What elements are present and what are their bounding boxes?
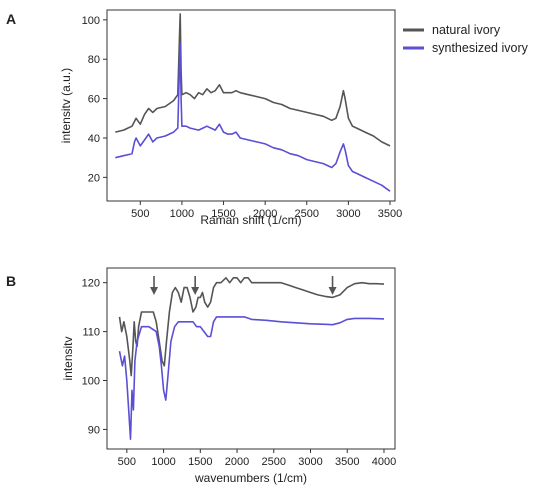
legend-item-synthesized-ivory: synthesized ivory [403, 41, 529, 55]
chart-legend: natural ivory synthesized ivory [403, 23, 529, 55]
chart-b-y-tick-label: 110 [82, 327, 100, 339]
chart-b-arrow-head [150, 287, 159, 295]
chart-b-y-tick-label: 100 [82, 376, 100, 388]
chart-b-x-tick-label: 3500 [335, 456, 359, 468]
chart-b-arrow-head [191, 287, 200, 295]
chart-b-x-tick-label: 2000 [225, 456, 249, 468]
chart-a-x-tick-label: 500 [131, 208, 149, 220]
chart-a-y-tick-label: 40 [88, 133, 100, 145]
chart-b-x-tick-label: 500 [118, 456, 136, 468]
chart-b-x-tick-label: 3000 [298, 456, 322, 468]
chart-a-series-natural-ivory [115, 13, 391, 147]
panel-label-b: B [6, 273, 16, 289]
chart-a-series-synthesized-ivory [115, 42, 391, 192]
chart-b-arrow-head [328, 287, 337, 295]
legend-label-synthesized-ivory: synthesized ivory [432, 41, 529, 55]
chart-b-series-natural-ivory [118, 277, 385, 377]
chart-a-y-tick-label: 20 [88, 172, 100, 184]
chart-a-y-tick-label: 60 [88, 94, 100, 106]
panel-label-a: A [6, 11, 16, 27]
chart-a-x-tick-label: 2000 [253, 208, 277, 220]
chart-b-series-synthesized-ivory [118, 316, 385, 440]
chart-a-y-tick-label: 80 [88, 54, 100, 66]
legend-label-natural-ivory: natural ivory [432, 23, 501, 37]
chart-a-y-axis-label: intensitv (a.u.) [59, 68, 73, 143]
legend-item-natural-ivory: natural ivory [403, 23, 501, 37]
chart-a-x-tick-label: 1500 [211, 208, 235, 220]
chart-b-x-tick-label: 2500 [262, 456, 286, 468]
chart-b-y-tick-label: 120 [82, 278, 100, 290]
chart-a-x-axis-label: Raman shift (1/cm) [200, 213, 301, 227]
chart-a-x-tick-label: 1000 [170, 208, 194, 220]
chart-b-y-axis-label: intensitv [61, 336, 75, 380]
chart-b-y-tick-label: 90 [88, 424, 100, 436]
ftir-chart: 500 1000 1500 2000 2500 3000 3500 4000 90 100 110 1… [61, 267, 396, 485]
chart-a-x-tick-label: 2500 [295, 208, 319, 220]
chart-a-x-tick-label: 3500 [378, 208, 402, 220]
chart-a-y-tick-label: 100 [82, 15, 100, 27]
raman-chart: 500 1000 1500 2000 2500 3000 3500 20 40 60 80 100 Ra… [59, 9, 402, 227]
chart-b-x-axis-label: wavenumbers (1/cm) [194, 471, 307, 485]
chart-a-frame [106, 9, 396, 202]
chart-b-x-tick-label: 1500 [188, 456, 212, 468]
chart-b-x-tick-label: 1000 [151, 456, 175, 468]
chart-b-x-tick-label: 4000 [372, 456, 396, 468]
chart-b-frame [106, 267, 396, 450]
chart-a-x-tick-label: 3000 [336, 208, 360, 220]
